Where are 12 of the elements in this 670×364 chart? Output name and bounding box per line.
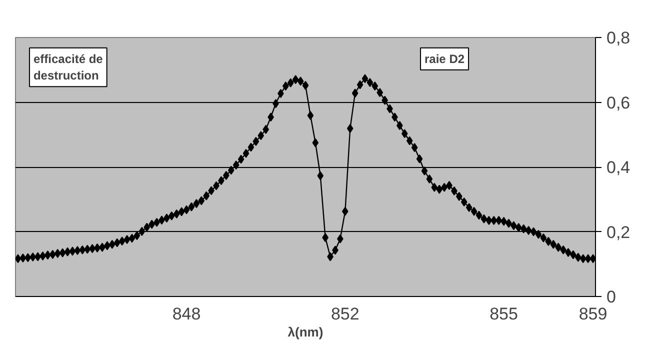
annotation: raie D2 (424, 52, 465, 66)
y-tick-label: 0,4 (606, 158, 630, 177)
y-tick-label: 0 (606, 288, 616, 306)
x-tick-label: 848 (172, 304, 201, 324)
x-axis-title: λ(nm) (288, 324, 324, 340)
y-tick-label: 0,6 (606, 93, 630, 112)
x-tick-label: 852 (330, 304, 360, 324)
y-tick-label: 0,2 (606, 222, 630, 242)
y-tick-label: 0,8 (606, 28, 630, 48)
x-tick-label: 855 (490, 304, 518, 324)
x-tick-label: 859 (578, 304, 608, 324)
annotation: efficacité de destruction (33, 52, 104, 83)
